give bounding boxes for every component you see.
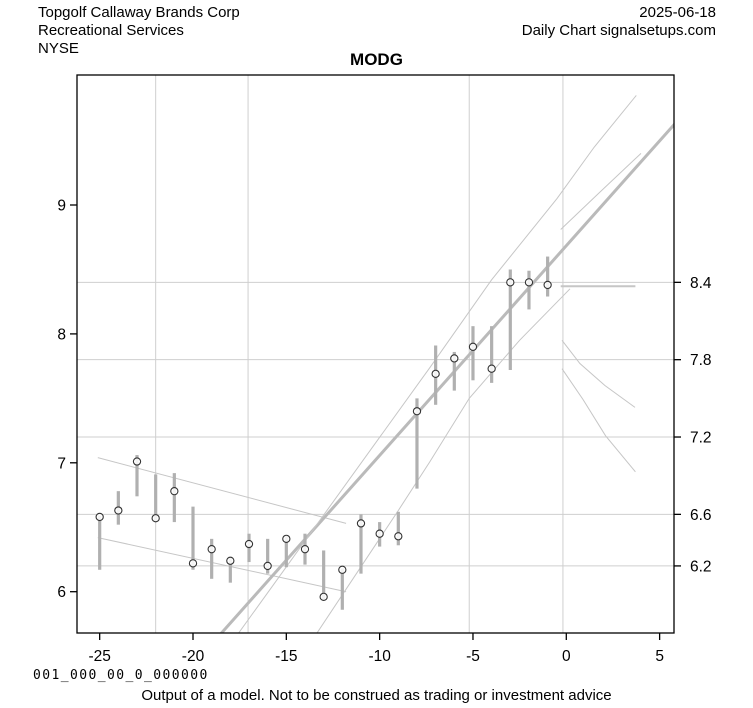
forecast-fan-up [560, 153, 642, 230]
plot-frame [76, 74, 675, 634]
model-signal-string: 0 0 1 _ 0 0 0 _ 0 0 _ 0 _ 0 0 0 0 0 0 [33, 668, 207, 683]
descending-channel-upper [97, 457, 347, 524]
x-axis-tick-label: -15 [275, 648, 297, 665]
x-axis-tick-label: 0 [562, 648, 571, 665]
close-marker [524, 278, 534, 287]
x-axis-tick-label: -10 [368, 648, 391, 665]
close-marker [244, 539, 254, 549]
overlay-lines [97, 95, 674, 633]
close-marker [338, 565, 347, 574]
close-marker [151, 514, 160, 523]
ticker-title: MODG [350, 50, 403, 69]
close-marker [226, 556, 235, 565]
y-axis-right-tick-label: 8.4 [690, 275, 712, 292]
close-marker [132, 457, 142, 466]
close-marker [207, 545, 216, 554]
close-marker [450, 354, 459, 363]
x-axis-tick-label: -20 [182, 648, 205, 665]
y-axis-left-tick-label: 9 [57, 198, 66, 215]
company-name: Topgolf Callaway Brands Corp [38, 4, 240, 21]
chart-type-source: Daily Chart signalsetups.com [521, 22, 716, 39]
y-axis-right-tick-label: 7.8 [690, 352, 712, 369]
close-marker [543, 280, 552, 290]
close-marker [394, 532, 403, 541]
y-axis-left-tick-label: 6 [57, 584, 66, 601]
x-axis-tick-label: -25 [88, 648, 110, 665]
close-marker [114, 506, 123, 515]
y-axis-left-tick-label: 8 [57, 326, 66, 343]
chart-date: 2025-06-18 [639, 4, 716, 21]
close-marker [319, 592, 328, 602]
close-marker [263, 561, 272, 571]
y-axis-right-tick-label: 7.2 [690, 430, 712, 447]
x-axis-tick-label: 5 [655, 648, 664, 665]
y-axis-left-tick-label: 7 [57, 455, 66, 472]
header-right: 2025-06-18 Daily Chart signalsetups.com [522, 4, 716, 40]
close-marker [506, 278, 515, 287]
descending-channel-lower [97, 537, 347, 593]
close-marker [170, 487, 179, 496]
forecast-fan-down-1 [561, 339, 636, 408]
exchange-name: NYSE [38, 40, 79, 57]
y-axis-right-tick-label: 6.2 [690, 558, 712, 575]
disclaimer-text: Output of a model. Not to be construed a… [141, 687, 612, 704]
sector-name: Recreational Services [38, 22, 184, 39]
x-axis-tick-label: -5 [466, 648, 480, 665]
close-marker [356, 519, 366, 528]
header-left: Topgolf Callaway Brands Corp Recreationa… [38, 4, 240, 58]
close-marker [487, 364, 496, 373]
forecast-fan-down-2 [561, 368, 636, 473]
ascending-wedge-lower [316, 288, 571, 633]
close-marker [300, 545, 310, 554]
close-marker [188, 559, 198, 568]
close-marker [375, 529, 384, 538]
close-marker [282, 534, 291, 544]
y-axis-right-tick-label: 6.6 [690, 507, 712, 524]
regression-trendline [219, 122, 674, 633]
close-marker [412, 407, 422, 416]
close-marker [431, 369, 440, 379]
close-marker [95, 512, 104, 522]
ascending-wedge-upper [238, 95, 637, 633]
close-marker [468, 342, 478, 351]
